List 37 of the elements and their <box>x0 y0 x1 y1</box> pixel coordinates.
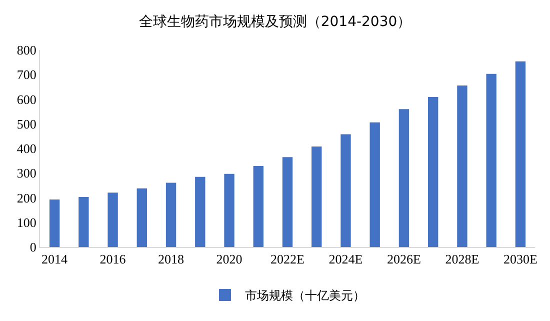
x-tick-label: 2016 <box>100 252 126 267</box>
x-tick-label: 2018 <box>158 252 184 267</box>
y-tick-label: 200 <box>16 190 36 206</box>
x-tick-label: 2030E <box>503 252 538 267</box>
y-tick-label: 500 <box>16 116 36 132</box>
x-tick-label: 2022E <box>270 252 305 267</box>
bar <box>166 182 176 247</box>
bar <box>253 166 264 247</box>
bar <box>49 199 60 247</box>
bar <box>398 109 410 247</box>
y-tick-label: 600 <box>16 92 36 107</box>
bar <box>282 157 293 247</box>
y-tick-label: 0 <box>30 240 36 255</box>
bar <box>486 74 496 247</box>
bar <box>108 192 118 247</box>
bar <box>428 97 438 247</box>
chart-title: 全球生物药市场规模及预测（2014-2030） <box>138 14 412 30</box>
bar <box>515 61 526 247</box>
bar <box>457 85 468 247</box>
x-tick-label: 2028E <box>445 252 480 267</box>
bar <box>370 122 380 247</box>
bar <box>195 176 206 247</box>
bar <box>78 197 89 247</box>
bar <box>340 134 351 247</box>
x-tick-label: 2020 <box>216 252 242 267</box>
y-tick-label: 700 <box>16 67 36 82</box>
x-tick-label: 2024E <box>328 252 363 267</box>
bar <box>312 146 322 247</box>
y-tick-label: 800 <box>16 42 36 58</box>
y-tick-label: 100 <box>16 214 36 230</box>
bar <box>136 188 148 247</box>
y-tick-label: 400 <box>16 141 36 156</box>
legend-label: 市场规模（十亿美元） <box>245 288 365 303</box>
bar <box>224 174 234 247</box>
x-tick-label: 2014 <box>42 252 68 267</box>
x-tick-label: 2026E <box>386 252 421 267</box>
y-tick-label: 300 <box>16 166 36 181</box>
